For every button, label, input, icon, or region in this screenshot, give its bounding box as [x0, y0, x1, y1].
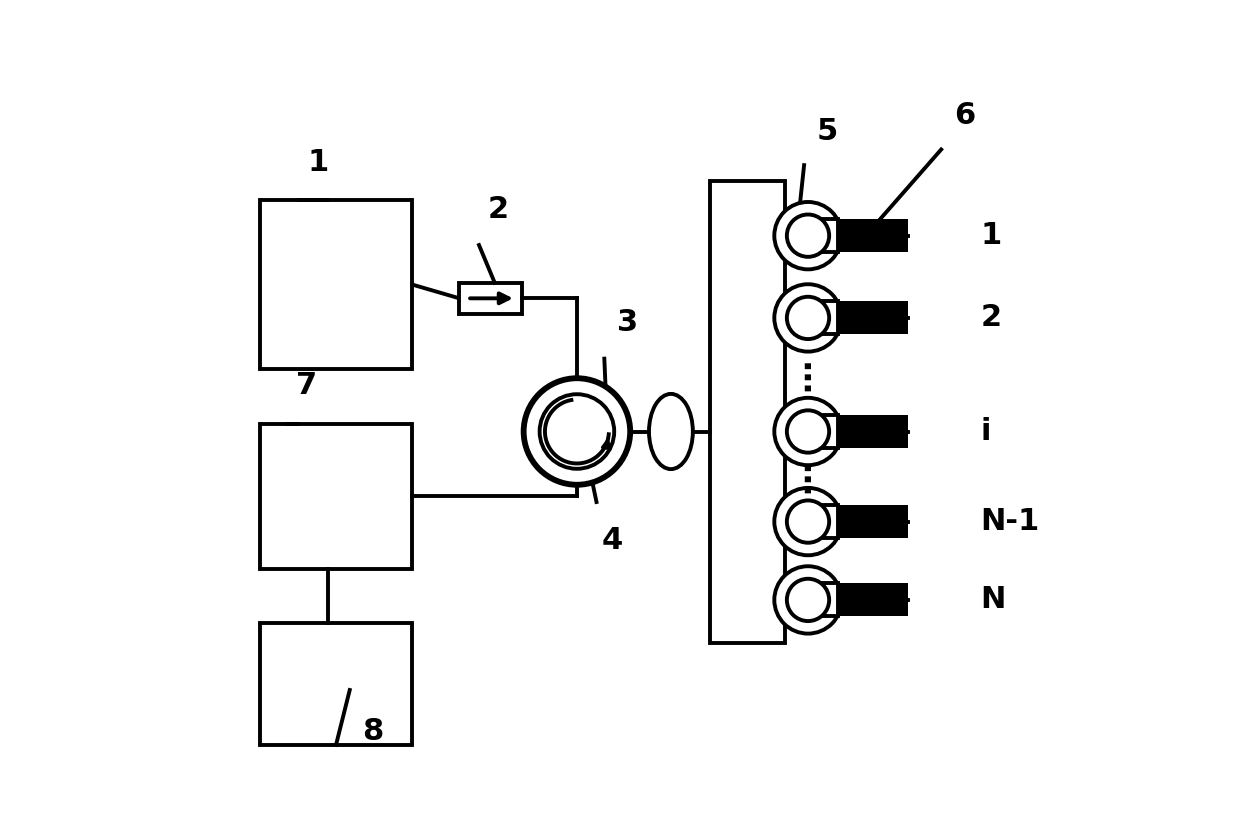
- Bar: [821, 220, 838, 252]
- Text: 6: 6: [954, 101, 976, 130]
- Text: 7: 7: [296, 371, 317, 400]
- Bar: [821, 505, 838, 538]
- Text: 1: 1: [308, 148, 329, 177]
- Bar: [838, 220, 908, 252]
- Circle shape: [774, 566, 842, 633]
- Ellipse shape: [649, 394, 693, 469]
- Text: i: i: [981, 417, 991, 446]
- Bar: [259, 201, 413, 369]
- Text: 2: 2: [489, 195, 510, 224]
- Circle shape: [774, 488, 842, 555]
- Text: 2: 2: [981, 304, 1002, 332]
- Circle shape: [787, 215, 830, 257]
- Circle shape: [787, 410, 830, 453]
- Bar: [711, 181, 785, 643]
- Bar: [838, 505, 908, 538]
- Bar: [459, 282, 522, 314]
- Bar: [259, 424, 413, 569]
- Text: 3: 3: [618, 308, 639, 338]
- Text: ⋯: ⋯: [791, 358, 825, 392]
- Circle shape: [774, 202, 842, 269]
- Text: 4: 4: [601, 526, 622, 555]
- Circle shape: [539, 394, 614, 468]
- Text: 8: 8: [362, 717, 384, 747]
- Text: 5: 5: [817, 117, 838, 145]
- Circle shape: [787, 297, 830, 339]
- Circle shape: [787, 500, 830, 543]
- Text: ⋯: ⋯: [791, 460, 825, 493]
- Bar: [259, 623, 413, 745]
- Bar: [838, 415, 908, 448]
- Bar: [821, 583, 838, 616]
- Circle shape: [523, 379, 630, 485]
- Bar: [821, 301, 838, 335]
- Text: 1: 1: [981, 221, 1002, 251]
- Bar: [821, 415, 838, 448]
- Circle shape: [774, 284, 842, 352]
- Text: N: N: [981, 585, 1006, 614]
- Text: N-1: N-1: [981, 507, 1039, 536]
- Bar: [838, 301, 908, 335]
- Circle shape: [787, 579, 830, 621]
- Bar: [838, 583, 908, 616]
- Circle shape: [774, 398, 842, 465]
